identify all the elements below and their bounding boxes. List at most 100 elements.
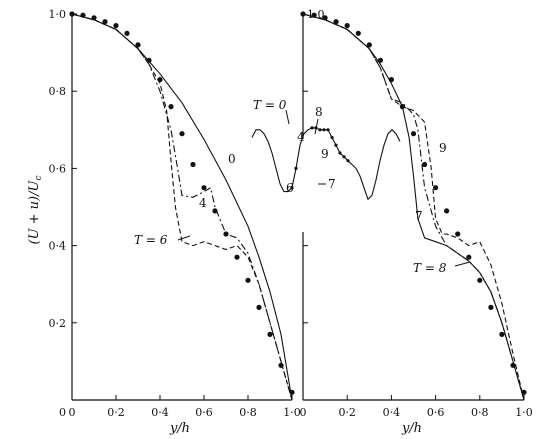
left-label-T6-leader: [177, 235, 191, 241]
left-x-axis-label: y/h: [169, 421, 190, 436]
inset-label-7: 7: [328, 177, 336, 191]
right-label-T8: T = 8: [413, 261, 447, 275]
right-label-7: 7: [415, 209, 423, 223]
left-data-point: [113, 23, 119, 29]
left-data-point: [267, 331, 273, 337]
right-curves: [300, 11, 527, 401]
right-data-point: [300, 11, 306, 17]
left-curve-0: [71, 13, 293, 401]
left-y-tick-label: 1·0: [49, 8, 67, 21]
left-y-tick-label: 0·4: [49, 240, 67, 253]
right-data-point: [455, 231, 461, 237]
right-label-T8-leader: [454, 261, 471, 267]
right-curve-7: [302, 13, 525, 401]
inset-leader-T0: [285, 109, 290, 125]
left-data-point: [201, 185, 207, 191]
right-data-point: [477, 277, 483, 283]
left-y-tick-label: 0·6: [49, 162, 67, 175]
right-data-point: [366, 42, 372, 48]
right-x-tick-label: 0·6: [427, 406, 445, 419]
inset-point: [290, 186, 294, 190]
inset-point: [334, 143, 338, 147]
left-x-tick-label: 0·6: [195, 406, 213, 419]
inset-point: [346, 159, 350, 163]
left-label-4: 4: [199, 196, 207, 210]
left-data-point: [223, 231, 229, 237]
left-data-point: [80, 12, 86, 18]
left-y-tick-label: 0·8: [49, 85, 67, 98]
inset-point: [310, 126, 314, 130]
left-data-point: [69, 11, 75, 17]
right-curve-9: [302, 13, 525, 401]
left-data-point: [135, 42, 141, 48]
left-label-0: 0: [228, 152, 236, 166]
left-data-point: [212, 208, 218, 214]
left-data-point: [245, 277, 251, 283]
right-x-tick-label: 0·4: [383, 406, 401, 419]
right-x-tick-label: 0·8: [471, 406, 489, 419]
inset-point: [338, 151, 342, 155]
left-data-point: [234, 254, 240, 260]
inset-label-6: 6: [286, 181, 294, 195]
right-data-point: [333, 19, 339, 25]
right-x-tick-label: 1·0: [515, 406, 533, 419]
right-y-ticks: 1·0: [303, 8, 325, 324]
left-x-tick-label: 0·8: [239, 406, 257, 419]
inset-point: [330, 135, 334, 140]
inset-leader-8: [314, 118, 319, 135]
right-data-point: [422, 161, 428, 168]
right-data-point: [399, 104, 405, 110]
inset-label-4: 4: [297, 130, 305, 144]
right-panel: 1·0 0 0·2 0·4 0·6 0·8 1·0: [300, 8, 533, 419]
right-label-9: 9: [439, 141, 447, 155]
left-y-axis-label-text: (U + u)/Uc: [27, 175, 44, 244]
right-data-point: [344, 23, 350, 29]
left-x-ticks: 0 0·2 0·4 0·6 0·8 1·0: [69, 395, 301, 419]
right-data-point: [388, 77, 394, 83]
inset-point: [342, 155, 346, 159]
inset-line: [251, 127, 401, 201]
right-data-point: [510, 362, 516, 368]
left-data-point: [146, 57, 152, 63]
left-curves: [69, 11, 295, 401]
left-curve-T6: [71, 13, 293, 401]
left-y-tick-label: 0·2: [49, 317, 67, 330]
right-data-point: [444, 208, 450, 214]
inset-point: [326, 128, 330, 132]
right-data-point: [311, 12, 317, 18]
right-data-point: [410, 131, 417, 137]
right-data-point: [521, 389, 527, 395]
right-data-point: [322, 15, 328, 21]
right-curve-T8: [302, 13, 525, 401]
left-data-point: [190, 161, 196, 168]
right-x-axis-label: y/h: [401, 421, 422, 436]
left-origin-label: 0: [59, 406, 66, 419]
left-x-tick-label: 1·0: [283, 406, 301, 419]
left-data-point: [278, 362, 284, 368]
left-data-point: [289, 389, 295, 395]
inset-point: [322, 128, 326, 132]
right-data-point: [466, 254, 472, 260]
left-x-tick-label: 0·4: [151, 406, 169, 419]
left-x-tick-label: 0: [69, 406, 76, 419]
left-x-tick-label: 0·2: [107, 406, 125, 419]
left-curve-4: [71, 13, 293, 401]
inset-trace: [251, 126, 401, 201]
left-data-point: [256, 304, 262, 310]
right-data-point: [488, 304, 494, 310]
left-data-point: [179, 131, 185, 137]
right-data-point: [377, 57, 383, 63]
right-x-ticks: 0 0·2 0·4 0·6 0·8 1·0: [300, 395, 533, 419]
left-panel: 0·2 0·4 0·6 0·8 1·0 0 0 0·2 0·4 0·6 0·8 1·0: [49, 8, 301, 419]
left-label-T6: T = 6: [134, 233, 168, 247]
right-x-tick-label: 0: [300, 406, 307, 419]
left-data-point: [157, 77, 163, 83]
left-data-point: [168, 104, 174, 110]
right-data-point: [433, 185, 439, 191]
left-y-ticks: 0·2 0·4 0·6 0·8 1·0 0: [49, 8, 77, 419]
right-x-tick-label: 0·2: [338, 406, 356, 419]
left-data-point: [102, 19, 108, 25]
inset-point: [318, 128, 322, 132]
right-data-point: [355, 30, 361, 36]
